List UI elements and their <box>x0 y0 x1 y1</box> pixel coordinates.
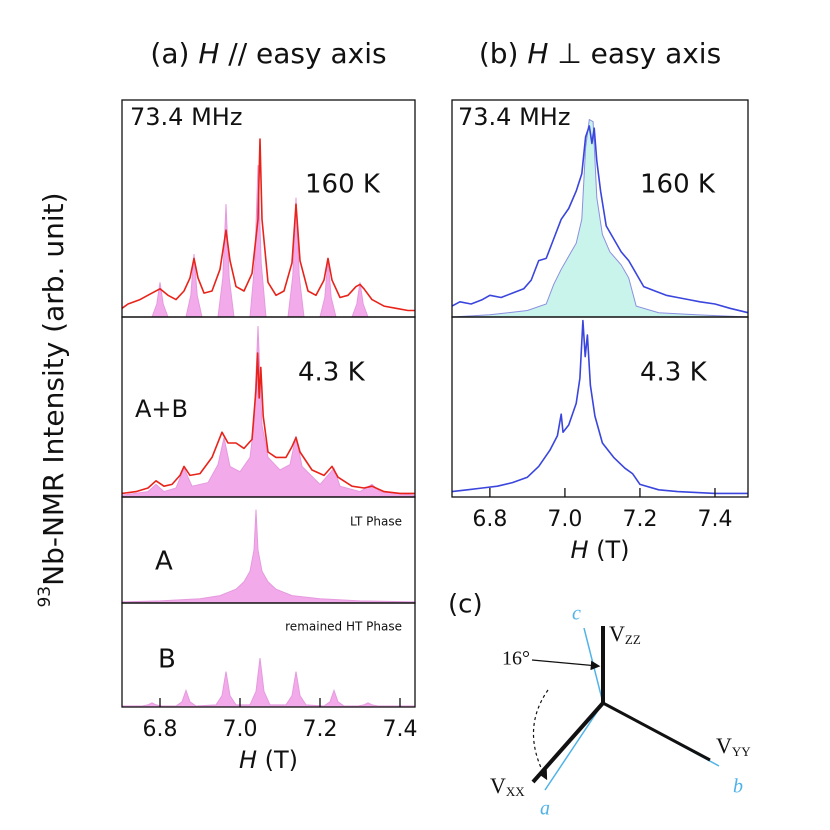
x-tick-label: 7.4 <box>697 507 732 532</box>
vzz-label: VZZ <box>609 621 641 647</box>
x-tick-label: 6.8 <box>143 717 178 742</box>
c-axis-label: c <box>572 603 581 625</box>
title-label: (b) <box>479 37 519 70</box>
annotation: 4.3 K <box>298 358 366 388</box>
annotation: 4.3 K <box>640 358 708 388</box>
annotation: remained HT Phase <box>285 620 402 634</box>
annotation: B <box>158 645 176 675</box>
panel-frame <box>451 316 749 498</box>
annotation: A+B <box>135 395 188 423</box>
annotation: 73.4 MHz <box>458 103 570 131</box>
x-axis-label: H (T) <box>570 536 629 564</box>
x-tick-label: 7.2 <box>303 717 338 742</box>
x-label-symbol: H <box>239 746 257 774</box>
diagram-c: (c) 16° VZZ VYY VXX c b a <box>448 590 751 820</box>
title-text: ⊥ easy axis <box>557 37 721 70</box>
spectrum-line <box>451 125 749 314</box>
angle-pointer <box>531 659 601 671</box>
title-symbol: H <box>527 37 548 70</box>
simulated-area <box>451 118 749 318</box>
spectrum-line <box>121 352 415 495</box>
x-tick-label: 7.0 <box>547 507 582 532</box>
title-text: // easy axis <box>228 37 386 70</box>
spectrum-line <box>121 138 415 312</box>
panel-title: (a) H // easy axis <box>150 37 386 70</box>
a-axis-label: a <box>540 798 550 820</box>
x-tick-label: 7.0 <box>223 717 258 742</box>
spectrum-line <box>451 319 748 495</box>
x-label-unit: (T) <box>265 746 298 774</box>
x-tick-label: 6.8 <box>472 507 507 532</box>
panel-label: (c) <box>448 590 483 620</box>
annotation: 160 K <box>640 170 716 200</box>
vxx-label: VXX <box>490 773 525 799</box>
simulated-area <box>121 325 416 498</box>
title-label: (a) <box>150 37 189 70</box>
annotation: 73.4 MHz <box>130 103 242 131</box>
b-axis-label: b <box>733 776 743 798</box>
panel-title: (b) H ⊥ easy axis <box>479 37 721 70</box>
vxx-axis <box>531 701 605 784</box>
y-axis-label: 93Nb-NMR Intensity (arb. unit) <box>35 192 70 607</box>
vyy-label: VYY <box>716 733 751 759</box>
x-label-symbol: H <box>570 536 588 564</box>
simulated-area <box>121 658 416 708</box>
simulated-area <box>121 509 416 604</box>
annotation: A <box>155 547 173 577</box>
x-axis-label: H (T) <box>239 746 298 774</box>
a-axis <box>544 702 604 791</box>
vyy-axis <box>602 701 711 762</box>
x-tick-label: 7.4 <box>383 717 418 742</box>
angle-label: 16° <box>502 648 530 670</box>
annotation: 160 K <box>305 170 381 200</box>
x-tick-label: 7.2 <box>622 507 657 532</box>
panel-frame <box>121 602 416 708</box>
annotation: LT Phase <box>350 515 402 529</box>
x-label-unit: (T) <box>596 536 629 564</box>
title-symbol: H <box>198 37 219 70</box>
